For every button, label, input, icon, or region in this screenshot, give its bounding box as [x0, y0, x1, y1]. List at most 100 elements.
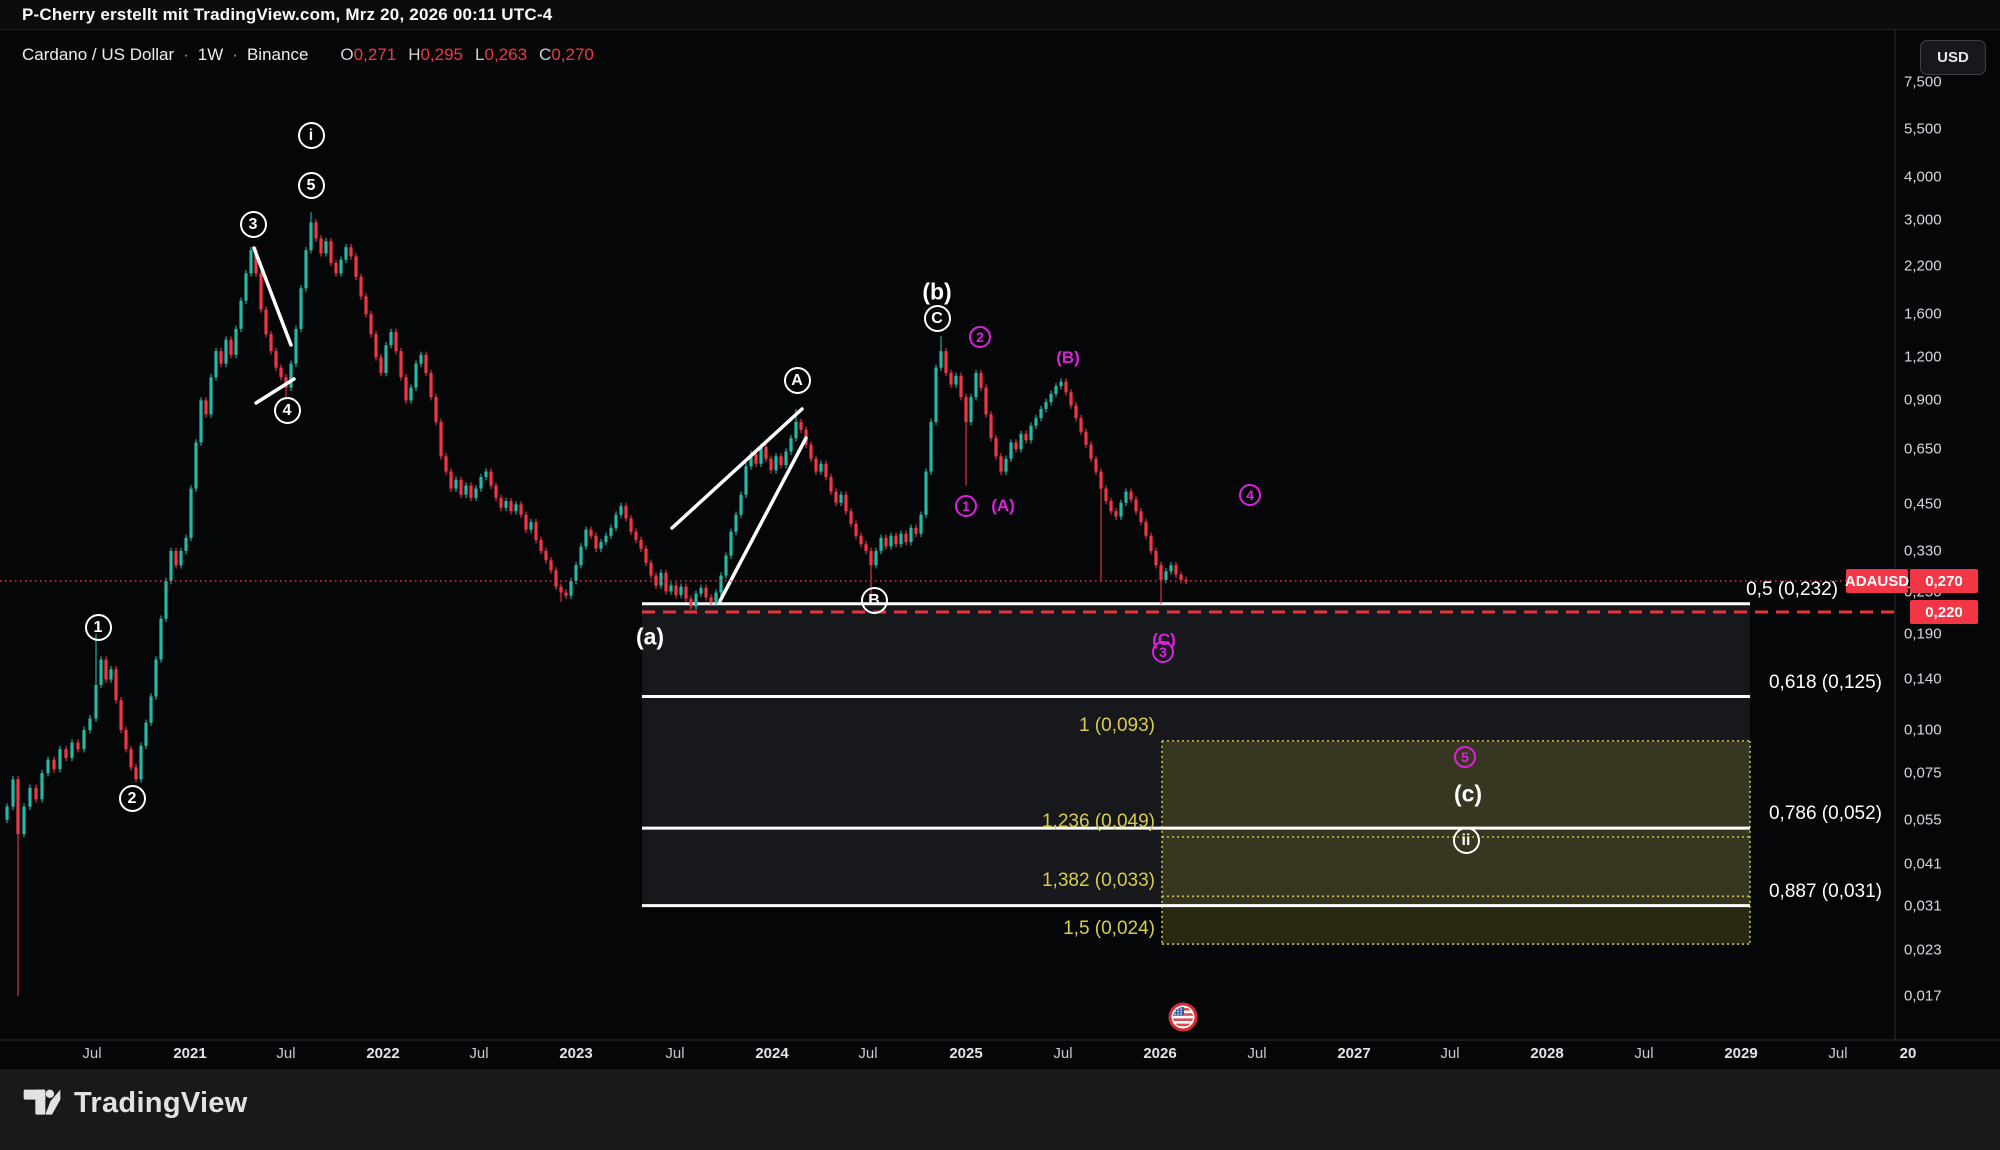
fib-extension-label[interactable]: 1 (0,093)	[1078, 714, 1155, 736]
wave-label-i[interactable]: i	[297, 121, 325, 149]
candle-body	[1129, 491, 1133, 500]
candle-body	[839, 494, 843, 503]
fib-extension-label[interactable]: 1,382 (0,033)	[1041, 870, 1155, 892]
candle-body	[379, 357, 383, 374]
candle-body	[244, 273, 248, 301]
wave-label-5[interactable]: 5	[297, 171, 325, 199]
fib-retracement-label[interactable]: 0,618 (0,125)	[1768, 671, 1882, 693]
candle-body	[509, 501, 513, 512]
candle-body	[719, 575, 723, 593]
fib-retracement-zone[interactable]	[642, 603, 1750, 906]
price-tick-label: 4,000	[1904, 168, 1942, 186]
candle-body	[1049, 393, 1053, 403]
wave-label-ii[interactable]: ii	[1452, 826, 1480, 854]
candle-body	[1054, 386, 1058, 394]
trendline[interactable]	[252, 246, 293, 347]
candle-body	[954, 375, 958, 385]
candle-body	[554, 570, 558, 587]
fib-retracement-label[interactable]: 0,5 (0,232)	[1746, 578, 1838, 600]
time-tick-label: Jul	[1053, 1045, 1073, 1062]
wave-label-A[interactable]: (A)	[991, 496, 1015, 515]
candle-body	[304, 250, 308, 289]
candle-body	[114, 669, 118, 701]
trendline[interactable]	[254, 377, 296, 405]
candle-body	[884, 537, 888, 547]
candle-body	[259, 273, 263, 310]
wave-label-3[interactable]: 3	[239, 210, 267, 238]
price-tick-label: 0,900	[1904, 391, 1942, 409]
candle-body	[514, 504, 518, 512]
price-tick-label: 3,000	[1904, 211, 1942, 229]
fib-extension-label[interactable]: 1,5 (0,024)	[1063, 918, 1155, 940]
candle-body	[199, 400, 203, 443]
candle-body	[1064, 381, 1068, 393]
candle-body	[274, 351, 278, 368]
interval-label[interactable]: 1W	[197, 45, 224, 64]
trendline[interactable]	[670, 407, 804, 530]
candle-body	[254, 250, 258, 274]
wave-label-3[interactable]: 3	[1152, 641, 1174, 663]
candle-body	[504, 501, 508, 508]
candle-body	[684, 586, 688, 599]
candle-body	[779, 456, 783, 466]
us-flag-event-icon[interactable]	[1168, 1002, 1198, 1032]
wave-label-2[interactable]: 2	[118, 784, 146, 812]
candle-body	[354, 256, 358, 277]
wave-label-C[interactable]: C	[923, 304, 951, 332]
wave-label-1[interactable]: 1	[84, 613, 112, 641]
exchange-label[interactable]: Binance	[246, 45, 309, 64]
candle-body	[664, 572, 668, 592]
candle-body	[584, 529, 588, 547]
candle-body	[994, 438, 998, 457]
candle-body	[484, 471, 488, 478]
price-tick-label: 7,500	[1904, 73, 1942, 91]
wave-label-B[interactable]: B	[860, 586, 888, 614]
wave-label-a[interactable]: (a)	[635, 623, 665, 650]
fib-retracement-label[interactable]: 0,786 (0,052)	[1768, 803, 1882, 825]
wave-label-4[interactable]: 4	[1239, 484, 1261, 506]
candle-body	[1099, 471, 1103, 489]
price-tick-label: 0,330	[1904, 542, 1942, 560]
candle-body	[454, 479, 458, 489]
candle-body	[70, 742, 74, 758]
candle-body	[409, 387, 413, 401]
candle-body	[424, 354, 428, 374]
symbol-header[interactable]: Cardano / US Dollar · 1W · Binance O 0,27…	[22, 40, 594, 70]
wave-label-A[interactable]: A	[783, 366, 811, 394]
symbol-title[interactable]: Cardano / US Dollar	[22, 45, 175, 64]
candle-body	[1179, 574, 1183, 580]
candle-body	[1069, 392, 1073, 406]
candle-body	[794, 421, 798, 439]
wave-label-b[interactable]: (b)	[922, 278, 952, 305]
candle-body	[614, 514, 618, 528]
candle-body	[229, 339, 233, 355]
fib-extension-label[interactable]: 1,236 (0,049)	[1041, 811, 1155, 832]
candle-body	[849, 511, 853, 524]
wave-label-C[interactable]: (C)	[1152, 630, 1176, 649]
currency-unit-button[interactable]: USD	[1920, 40, 1986, 75]
candle-body	[529, 522, 533, 530]
fib-retracement-label[interactable]: 0,887 (0,031)	[1768, 880, 1882, 902]
wave-label-5[interactable]: 5	[1454, 746, 1476, 768]
price-tick-label: 0,055	[1904, 811, 1942, 829]
time-tick-label: Jul	[665, 1045, 685, 1062]
candle-body	[1074, 405, 1078, 419]
time-tick-label: Jul	[469, 1045, 489, 1062]
price-tick-label: 0,023	[1904, 941, 1942, 959]
candle-body	[674, 585, 678, 595]
symbol-price-badge: ADAUSD	[1845, 569, 1909, 593]
price-tick-label: 0,075	[1904, 764, 1942, 782]
candle-body	[974, 373, 978, 398]
wave-label-2[interactable]: 2	[969, 326, 991, 348]
candle-body	[869, 550, 873, 566]
wave-label-c[interactable]: (c)	[1453, 780, 1483, 807]
wave-label-B[interactable]: (B)	[1056, 348, 1080, 367]
candle-body	[364, 296, 368, 315]
alert-price-axis-badge[interactable]: 0,220	[1910, 600, 1978, 624]
tradingview-logo[interactable]: TradingView	[22, 1083, 248, 1123]
candle-body	[939, 351, 943, 368]
time-tick-label: Jul	[1634, 1045, 1654, 1062]
wave-label-4[interactable]: 4	[273, 396, 301, 424]
wave-label-1[interactable]: 1	[955, 495, 977, 517]
trendline[interactable]	[718, 436, 808, 603]
